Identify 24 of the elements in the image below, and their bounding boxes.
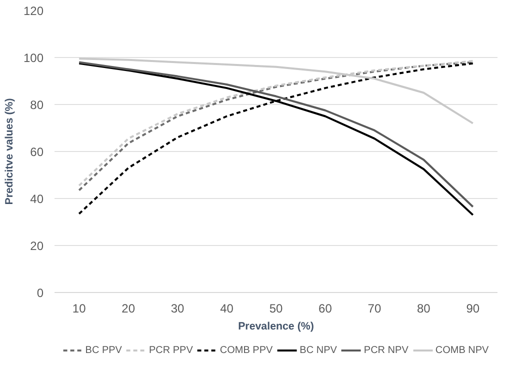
y-axis-title: Predicitve values (%)	[3, 98, 16, 205]
y-tick-label: 120	[23, 4, 44, 18]
legend-label: COMB NPV	[435, 344, 489, 356]
legend-label: PCR NPV	[364, 344, 408, 356]
x-tick-label: 60	[318, 302, 332, 316]
x-tick-label: 20	[122, 302, 136, 316]
x-tick-label: 40	[220, 302, 234, 316]
x-tick-label: 70	[368, 302, 382, 316]
y-tick-label: 0	[36, 286, 44, 300]
x-tick-label: 50	[269, 302, 283, 316]
y-tick-label: 20	[30, 239, 44, 253]
x-tick-label: 80	[416, 302, 431, 316]
legend-label: COMB PPV	[220, 344, 273, 356]
y-tick-label: 100	[23, 51, 44, 65]
legend-label: BC NPV	[300, 344, 337, 356]
x-tick-label: 10	[72, 302, 86, 316]
x-tick-label: 30	[170, 302, 185, 316]
y-tick-label: 60	[30, 145, 44, 159]
x-axis-title: Prevalence (%)	[238, 320, 314, 332]
y-tick-label: 80	[30, 98, 44, 112]
y-tick-label: 40	[30, 192, 44, 206]
x-tick-label: 90	[466, 302, 480, 316]
legend-label: PCR PPV	[148, 344, 193, 356]
legend-label: BC PPV	[85, 344, 122, 356]
